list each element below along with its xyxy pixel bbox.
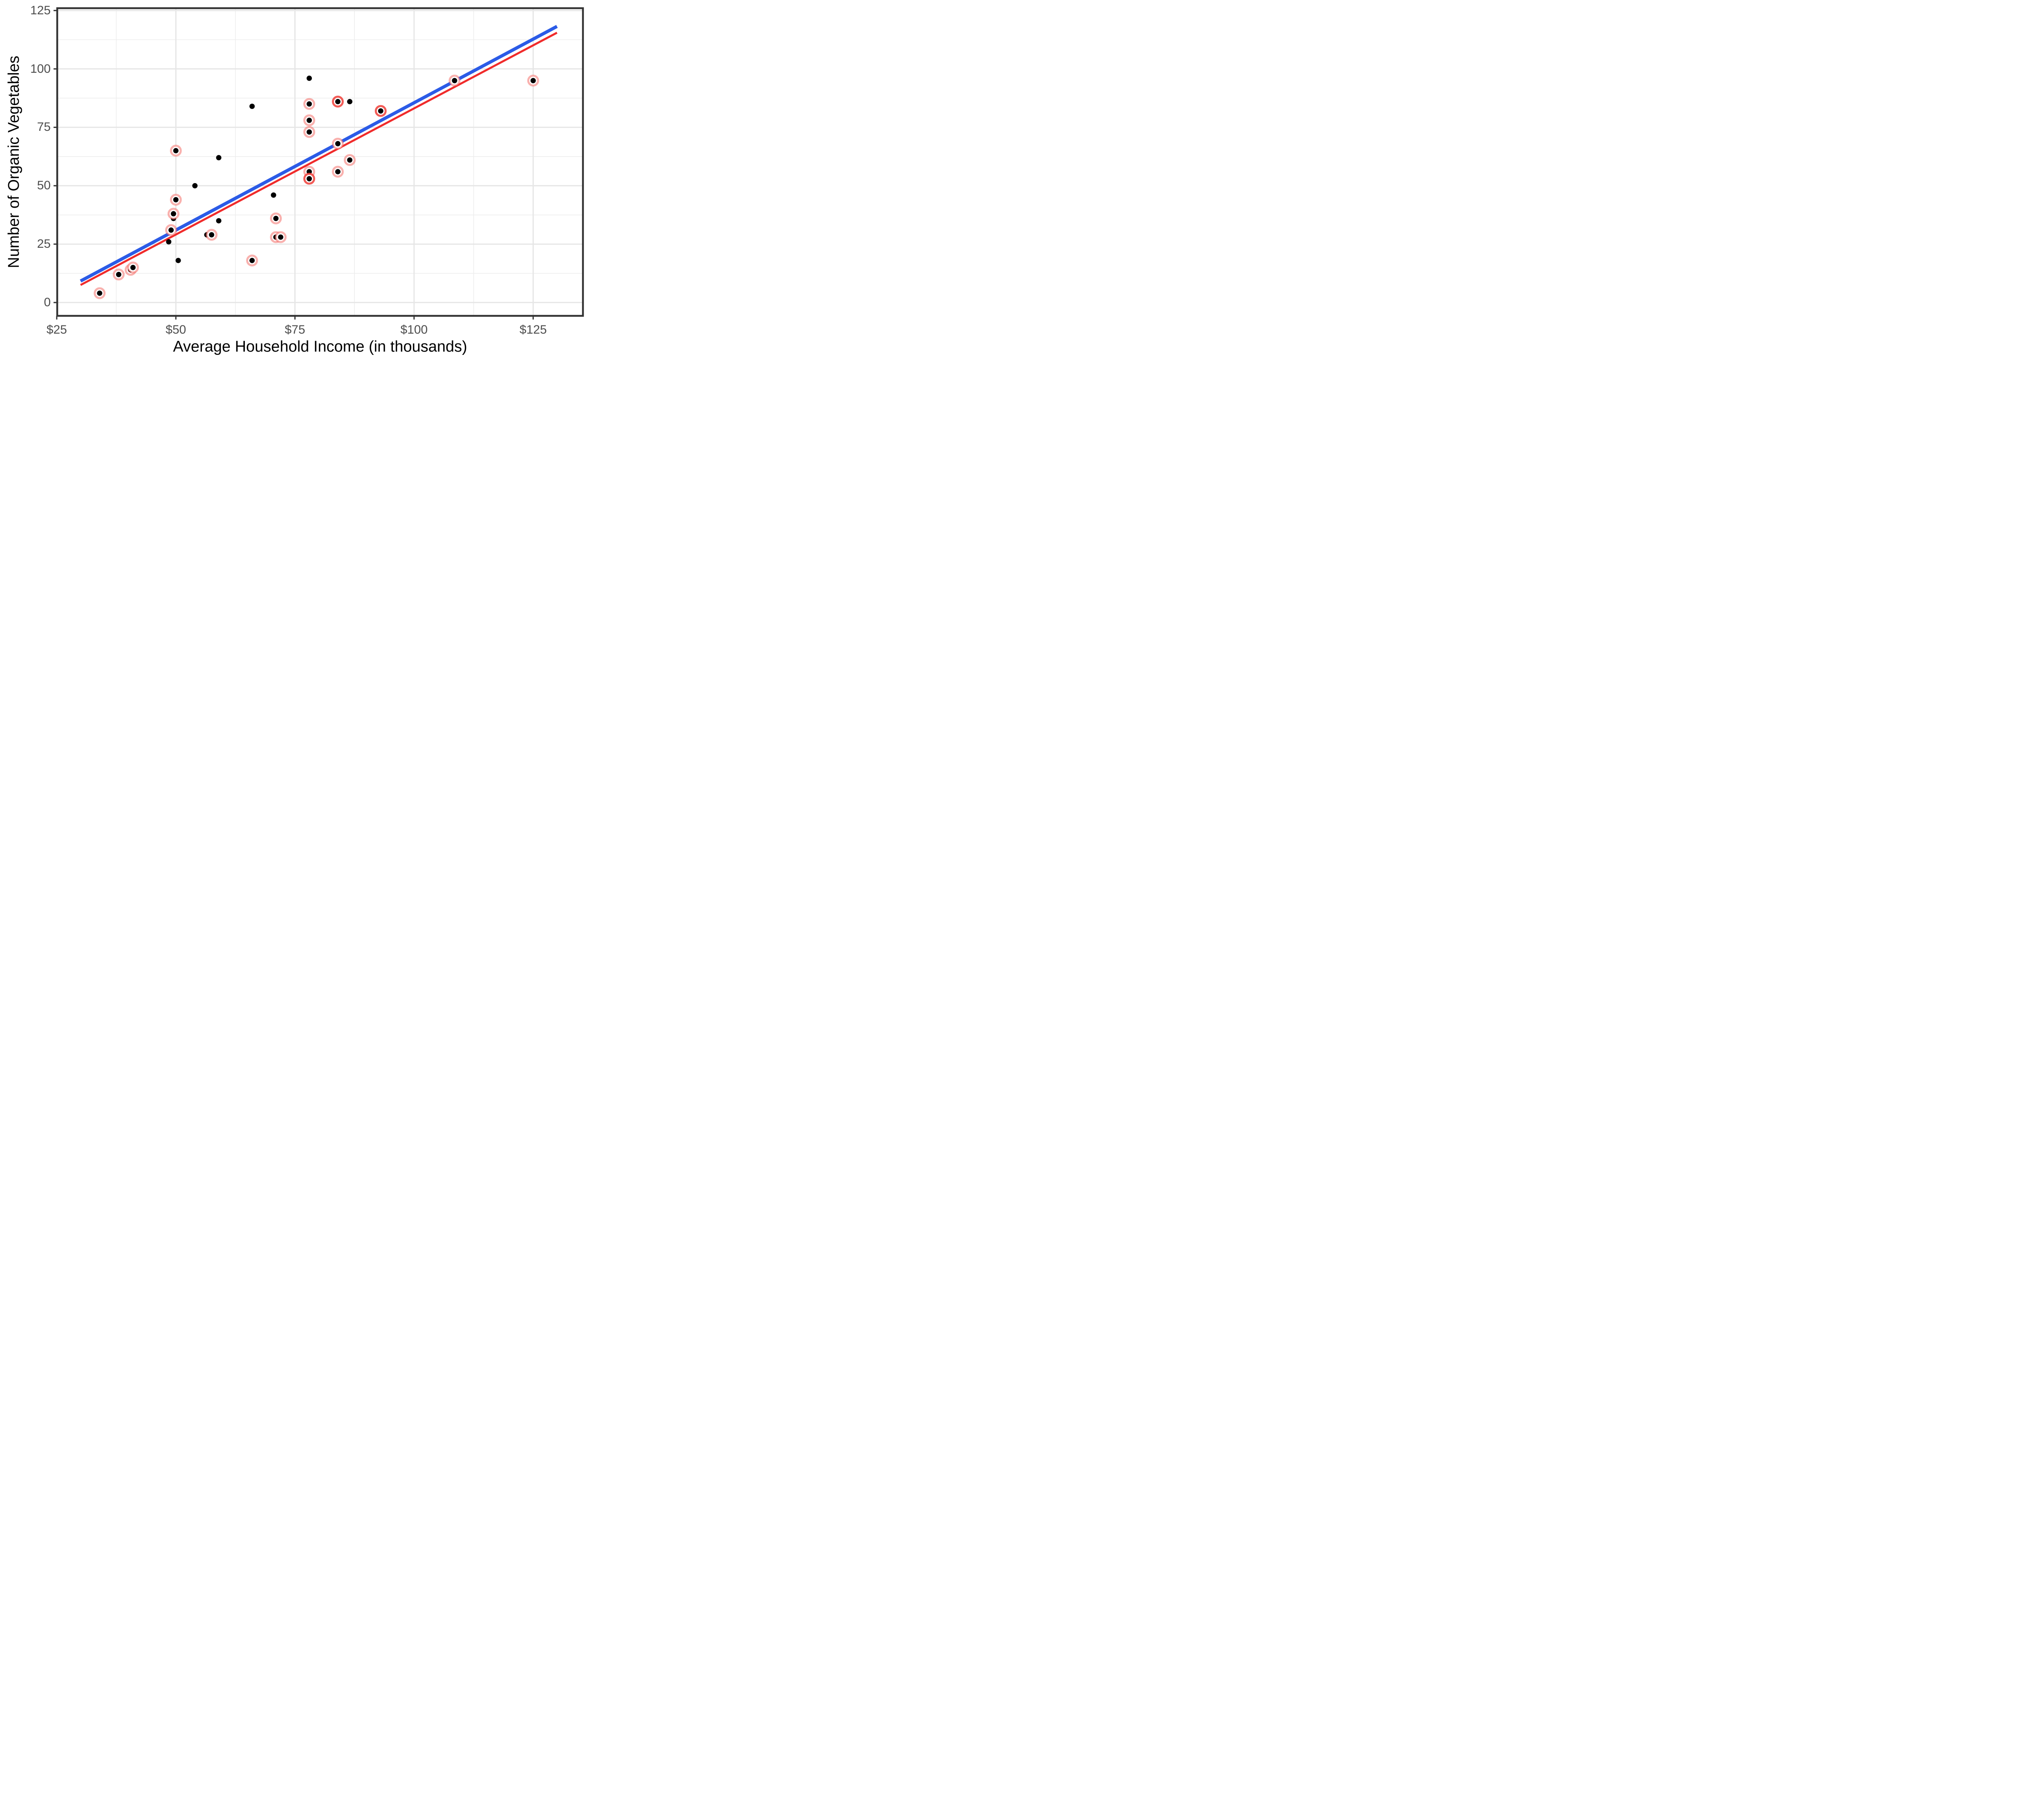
y-axis-title: Number of Organic Vegetables (5, 56, 22, 268)
data-point (116, 271, 121, 277)
fit-line-red (80, 31, 558, 286)
data-point (170, 211, 176, 217)
x-tick-label: $25 (46, 323, 67, 336)
data-point (306, 117, 312, 123)
x-tick-label: $50 (166, 323, 186, 336)
x-tick-label: $75 (285, 323, 305, 336)
plot-area (54, 7, 584, 320)
data-point (249, 258, 255, 263)
data-point (175, 258, 181, 263)
data-point (168, 227, 174, 233)
data-point (278, 234, 284, 240)
data-point (209, 232, 215, 238)
data-point (192, 183, 198, 188)
scatter-plot-figure: $25 $50 $75 $100 $125 0 25 50 75 100 125 Average H… (0, 0, 589, 364)
y-tick-label: 75 (37, 120, 51, 134)
data-point (335, 141, 341, 146)
data-point (452, 78, 457, 83)
data-point (97, 290, 103, 296)
data-point (173, 148, 179, 154)
x-tick-label: $100 (400, 323, 428, 336)
data-point (306, 176, 312, 182)
data-point (271, 192, 276, 198)
data-point (335, 169, 341, 175)
y-tick-label: 25 (37, 237, 51, 251)
data-point (216, 218, 222, 224)
data-point (130, 265, 136, 270)
y-tick-label: 0 (44, 295, 51, 309)
data-point (166, 239, 172, 244)
y-tick-label: 125 (30, 3, 51, 17)
data-point (273, 215, 279, 221)
data-point (530, 78, 536, 83)
y-tick-label: 50 (37, 179, 51, 193)
data-point (249, 103, 255, 109)
data-point (306, 75, 312, 81)
panel-border (56, 7, 584, 317)
data-point (347, 157, 353, 163)
x-axis-title: Average Household Income (in thousands) (173, 338, 467, 355)
data-point (347, 99, 353, 105)
data-point (216, 155, 222, 161)
fit-line-blue (80, 25, 558, 283)
y-tick-label: 100 (30, 62, 51, 76)
data-point (173, 197, 179, 203)
data-point (378, 108, 383, 114)
data-point (306, 101, 312, 107)
data-point (335, 99, 341, 105)
data-point (306, 129, 312, 135)
x-tick-label: $125 (519, 323, 547, 336)
